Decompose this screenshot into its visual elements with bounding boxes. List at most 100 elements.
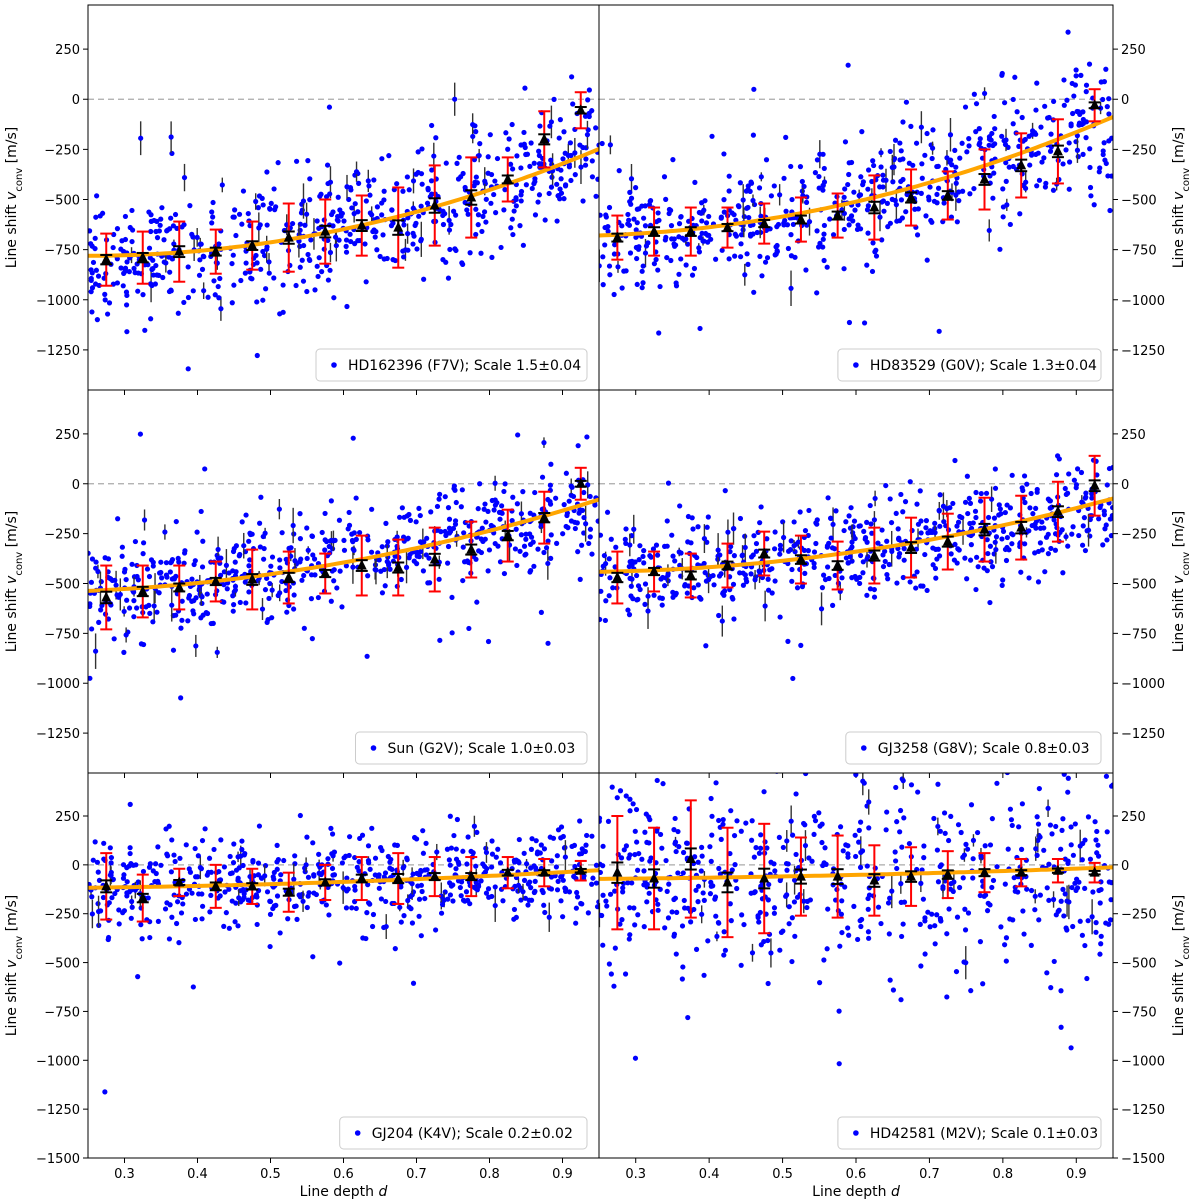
data-point	[1039, 519, 1045, 525]
data-point	[194, 529, 200, 535]
data-point	[634, 839, 640, 845]
data-point	[529, 836, 535, 842]
data-point	[936, 328, 942, 334]
data-point	[518, 188, 525, 195]
data-point	[195, 853, 201, 859]
data-point	[277, 565, 283, 571]
bin-mean-triangle	[649, 225, 660, 236]
data-point	[102, 291, 108, 297]
data-point	[372, 234, 378, 240]
data-point	[719, 618, 725, 624]
scatter-points	[88, 74, 599, 372]
data-point	[298, 556, 304, 562]
data-point	[731, 553, 737, 559]
data-point	[1046, 861, 1052, 867]
data-point	[977, 136, 983, 142]
data-point	[239, 519, 245, 525]
data-point	[471, 183, 477, 189]
data-point	[1048, 545, 1054, 552]
binned-means	[611, 454, 1101, 605]
data-point	[447, 813, 453, 819]
data-point	[1083, 135, 1089, 141]
data-point	[410, 230, 416, 236]
data-point	[392, 946, 398, 952]
data-point	[987, 543, 993, 549]
y-tick-label: −1250	[1121, 727, 1165, 742]
data-point	[627, 189, 633, 195]
data-point	[839, 929, 845, 936]
data-point	[654, 552, 661, 558]
data-point	[332, 234, 339, 240]
data-point	[634, 206, 640, 212]
data-point	[721, 151, 727, 157]
data-point	[215, 895, 221, 901]
y-axis-label-right-row-2: Line shift vconv [m/s]	[1171, 511, 1192, 653]
data-point	[308, 572, 315, 578]
data-point	[809, 858, 815, 864]
data-point	[470, 850, 476, 856]
data-point	[365, 573, 371, 579]
data-point	[919, 175, 925, 181]
data-point	[562, 854, 568, 860]
data-point	[742, 544, 748, 551]
data-point	[715, 547, 721, 553]
bin-mean-triangle	[685, 569, 696, 580]
data-point	[198, 508, 204, 515]
data-point	[1071, 93, 1077, 99]
data-point	[230, 214, 236, 220]
data-point	[860, 179, 866, 185]
data-point	[587, 526, 594, 532]
data-point	[1008, 817, 1015, 823]
data-point	[753, 845, 759, 851]
data-point	[198, 615, 204, 621]
data-point	[600, 892, 606, 898]
data-point	[378, 896, 384, 902]
data-point	[436, 576, 442, 582]
data-point	[1061, 102, 1067, 108]
data-point	[690, 526, 696, 532]
bin-marker	[941, 850, 954, 900]
bin-mean-triangle	[429, 553, 440, 564]
data-point	[124, 259, 130, 265]
data-point	[987, 842, 994, 848]
legend-label: GJ3258 (G8V); Scale 0.8±0.03	[878, 741, 1090, 757]
data-point	[327, 191, 333, 197]
data-point	[489, 838, 495, 844]
data-point	[514, 562, 520, 569]
data-point	[613, 544, 619, 550]
data-point	[520, 242, 526, 248]
data-point	[845, 843, 851, 849]
data-point	[1069, 884, 1075, 891]
data-point	[853, 853, 859, 860]
data-point	[644, 899, 650, 905]
data-point	[593, 193, 599, 199]
data-point	[546, 190, 552, 197]
data-point	[893, 858, 899, 864]
data-point	[892, 849, 898, 855]
data-point	[845, 560, 851, 566]
data-point	[903, 209, 909, 215]
data-point	[401, 913, 407, 919]
data-point	[1070, 110, 1076, 117]
data-point	[318, 871, 324, 878]
data-point	[446, 227, 453, 233]
data-point	[918, 530, 924, 536]
data-point	[632, 559, 638, 565]
bin-marker	[282, 871, 295, 913]
data-point	[240, 188, 247, 194]
data-point	[492, 540, 498, 547]
data-point	[554, 181, 560, 187]
data-point	[856, 827, 862, 833]
data-point	[309, 533, 315, 539]
data-point	[639, 268, 645, 274]
data-point	[857, 226, 864, 232]
data-point	[150, 563, 156, 569]
data-point	[197, 257, 203, 263]
data-point	[401, 222, 407, 228]
data-point	[232, 583, 239, 589]
data-point	[440, 221, 447, 228]
data-point	[316, 851, 322, 857]
data-point	[199, 564, 206, 570]
